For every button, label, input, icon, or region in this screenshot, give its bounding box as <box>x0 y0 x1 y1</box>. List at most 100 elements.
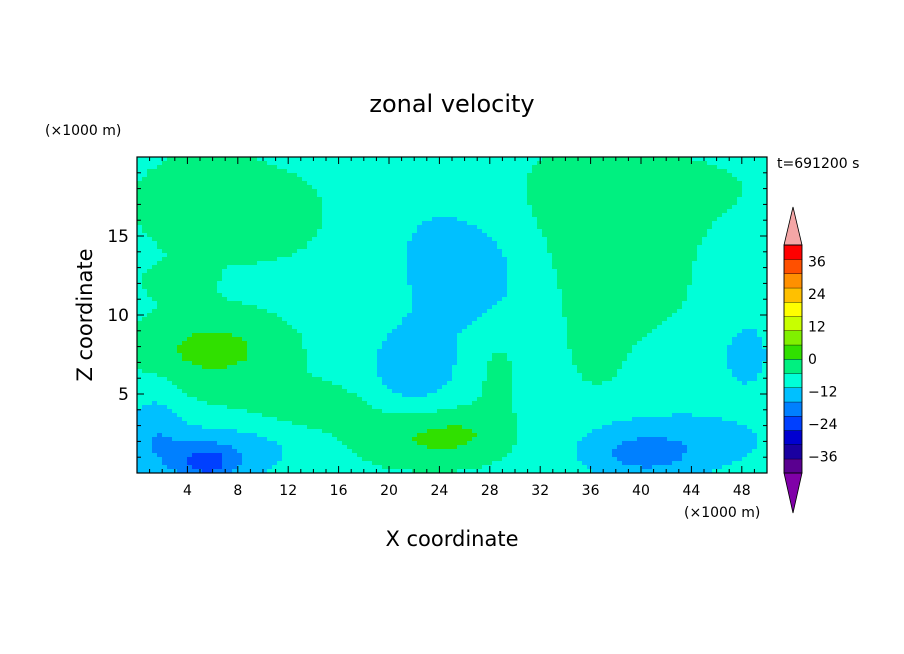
field-cell <box>227 313 233 318</box>
field-cell <box>207 301 213 306</box>
field-cell <box>482 285 488 290</box>
field-cell <box>427 301 433 306</box>
field-cell <box>752 193 758 198</box>
field-cell <box>257 165 263 170</box>
field-cell <box>157 193 163 198</box>
field-cell <box>372 265 378 270</box>
field-cell <box>412 293 418 298</box>
field-cell <box>327 189 333 194</box>
field-cell <box>707 165 713 170</box>
field-cell <box>637 217 643 222</box>
field-cell <box>592 189 598 194</box>
field-cell <box>622 181 628 186</box>
field-cell <box>332 189 338 194</box>
field-cell <box>747 221 753 226</box>
field-cell <box>192 265 198 270</box>
field-cell <box>462 273 468 278</box>
field-cell <box>732 245 738 250</box>
field-cell <box>612 197 618 202</box>
field-cell <box>547 161 553 166</box>
field-cell <box>727 249 733 254</box>
field-cell <box>607 301 613 306</box>
field-cell <box>642 217 648 222</box>
field-cell <box>187 181 193 186</box>
field-cell <box>387 209 393 214</box>
field-cell <box>172 277 178 282</box>
field-cell <box>317 169 323 174</box>
field-cell <box>427 225 433 230</box>
field-cell <box>267 237 273 242</box>
field-cell <box>257 309 263 314</box>
field-cell <box>512 229 518 234</box>
field-cell <box>522 165 528 170</box>
field-cell <box>577 241 583 246</box>
field-cell <box>392 237 398 242</box>
field-cell <box>382 185 388 190</box>
field-cell <box>637 225 643 230</box>
field-cell <box>517 269 523 274</box>
field-cell <box>382 221 388 226</box>
field-cell <box>592 169 598 174</box>
field-cell <box>177 269 183 274</box>
field-cell <box>167 257 173 262</box>
field-cell <box>507 245 513 250</box>
field-cell <box>397 193 403 198</box>
field-cell <box>137 309 143 314</box>
field-cell <box>677 217 683 222</box>
field-cell <box>727 157 733 162</box>
field-cell <box>347 269 353 274</box>
field-cell <box>652 217 658 222</box>
field-cell <box>187 193 193 198</box>
field-cell <box>542 201 548 206</box>
field-cell <box>412 313 418 318</box>
field-cell <box>347 201 353 206</box>
field-cell <box>537 257 543 262</box>
field-cell <box>197 293 203 298</box>
field-cell <box>257 221 263 226</box>
field-cell <box>277 257 283 262</box>
field-cell <box>512 181 518 186</box>
field-cell <box>207 233 213 238</box>
field-cell <box>212 261 218 266</box>
field-cell <box>532 221 538 226</box>
field-cell <box>247 185 253 190</box>
field-cell <box>507 313 513 318</box>
field-cell <box>617 249 623 254</box>
field-cell <box>437 261 443 266</box>
field-cell <box>437 217 443 222</box>
field-cell <box>632 253 638 258</box>
field-cell <box>322 281 328 286</box>
field-cell <box>707 265 713 270</box>
field-cell <box>192 157 198 162</box>
field-cell <box>552 269 558 274</box>
field-cell <box>697 281 703 286</box>
field-cell <box>672 265 678 270</box>
field-cell <box>242 177 248 182</box>
field-cell <box>482 157 488 162</box>
field-cell <box>312 221 318 226</box>
field-cell <box>342 273 348 278</box>
field-cell <box>452 277 458 282</box>
field-cell <box>737 209 743 214</box>
field-cell <box>292 197 298 202</box>
field-cell <box>197 289 203 294</box>
field-cell <box>492 253 498 258</box>
field-cell <box>467 185 473 190</box>
field-cell <box>372 237 378 242</box>
field-cell <box>197 173 203 178</box>
field-cell <box>502 245 508 250</box>
field-cell <box>667 297 673 302</box>
field-cell <box>467 213 473 218</box>
field-cell <box>207 209 213 214</box>
field-cell <box>307 281 313 286</box>
field-cell <box>692 277 698 282</box>
field-cell <box>557 249 563 254</box>
field-cell <box>557 173 563 178</box>
field-cell <box>242 261 248 266</box>
field-cell <box>427 309 433 314</box>
field-cell <box>342 309 348 314</box>
field-cell <box>602 269 608 274</box>
field-cell <box>442 309 448 314</box>
field-cell <box>582 173 588 178</box>
field-cell <box>737 161 743 166</box>
